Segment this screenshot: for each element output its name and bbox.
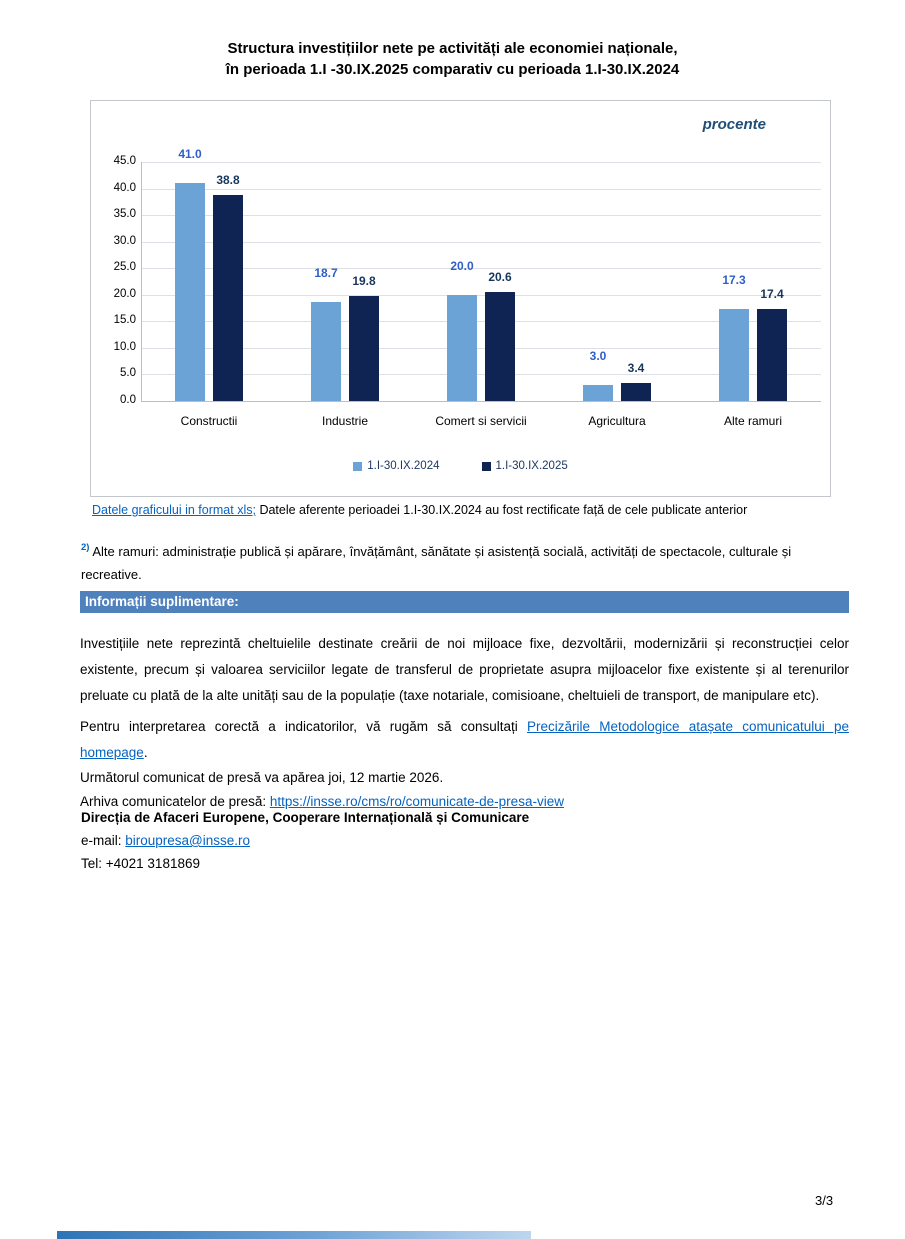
chart: procente 0.0 5.0 10.0 15.0 20.0 25.0 30.0 35.0 4… xyxy=(90,100,831,497)
y-tick-label: 20.0 xyxy=(113,287,136,300)
gridline xyxy=(141,321,821,323)
y-tick-label: 45.0 xyxy=(113,155,136,167)
category-label: Agricultura xyxy=(588,414,646,428)
rectification-note: Datele aferente perioadei 1.I-30.IX.2024… xyxy=(259,503,748,517)
footer-accent-bar xyxy=(57,1231,531,1239)
email-label: e-mail: xyxy=(81,833,126,848)
bar-2025 xyxy=(757,308,787,401)
definition-paragraph: Investițiile nete reprezintă cheltuielil… xyxy=(80,635,849,703)
y-axis-line xyxy=(141,162,142,401)
y-tick-label: 10.0 xyxy=(113,340,136,353)
methodology-text: Pentru interpretarea corectă a indicator… xyxy=(80,719,527,734)
bar-value-label: 17.3 xyxy=(722,273,746,288)
bar-2025 xyxy=(213,194,243,401)
bar-value-label: 19.8 xyxy=(352,273,376,288)
bar-value-label: 38.8 xyxy=(216,172,240,187)
bar-2025 xyxy=(485,291,515,401)
chart-legend: 1.I-30.IX.2024 1.I-30.IX.2025 xyxy=(91,460,830,472)
bar-value-label: 17.4 xyxy=(760,286,784,301)
additional-info-block: Pentru interpretarea corectă a indicator… xyxy=(80,714,849,814)
bar-value-label: 41.0 xyxy=(178,147,202,162)
y-tick-label: 0.0 xyxy=(120,394,136,406)
phone-line: Tel: +4021 3181869 xyxy=(81,856,200,871)
archive-line: Arhiva comunicatelor de presă: https://i… xyxy=(80,790,849,814)
bar-value-label: 20.0 xyxy=(450,258,474,273)
gridline xyxy=(141,268,821,270)
bar-2024 xyxy=(447,294,477,401)
gridline xyxy=(141,374,821,376)
archive-link[interactable]: https://insse.ro/cms/ro/comunicate-de-pr… xyxy=(269,794,564,809)
category-label: Industrie xyxy=(321,414,369,428)
y-tick-label: 40.0 xyxy=(113,181,136,194)
y-tick-label: 5.0 xyxy=(120,367,136,380)
gridline xyxy=(141,294,821,296)
email-link[interactable]: biroupresa@insse.ro xyxy=(125,833,251,848)
category-label: Constructii xyxy=(180,414,238,428)
page-title: Structura investițiilor nete pe activită… xyxy=(0,38,905,80)
gridline xyxy=(141,347,821,349)
page-number: 3/3 xyxy=(815,1193,834,1208)
bar-2024 xyxy=(583,385,613,401)
methodology-paragraph: Pentru interpretarea corectă a indicator… xyxy=(80,714,849,766)
bar-2024 xyxy=(719,309,749,401)
legend-label: 1.I-30.IX.2025 xyxy=(495,460,568,472)
x-axis-line xyxy=(141,401,821,402)
bar-2024 xyxy=(175,183,205,401)
y-tick-label: 15.0 xyxy=(113,314,136,327)
methodology-period: . xyxy=(143,745,148,760)
archive-label: Arhiva comunicatelor de presă: xyxy=(80,794,270,809)
department-name: Direcția de Afaceri Europene, Cooperare … xyxy=(81,810,530,825)
next-release-line: Următorul comunicat de presă va apărea j… xyxy=(80,770,444,785)
bar-value-label: 20.6 xyxy=(488,269,512,284)
title-line-1: Structura investițiilor nete pe activită… xyxy=(227,40,678,57)
chart-canvas: 0.0 5.0 10.0 15.0 20.0 25.0 30.0 35.0 40.0 45.0 Co… xyxy=(91,101,830,496)
gridline xyxy=(141,215,821,217)
legend-swatch xyxy=(353,461,363,471)
footnote-text: Alte ramuri: administrație publică și ap… xyxy=(81,544,792,582)
footnote: 2) Alte ramuri: administrație publică și… xyxy=(81,536,851,586)
category-label: Alte ramuri xyxy=(723,414,782,428)
bar-2024 xyxy=(311,301,341,401)
chart-caption: Datele graficului in format xls; Datele … xyxy=(92,502,854,519)
bar-value-label: 3.4 xyxy=(627,360,645,375)
y-tick-label: 25.0 xyxy=(113,261,136,274)
bar-value-label: 18.7 xyxy=(314,265,338,280)
legend-item: 1.I-30.IX.2024 xyxy=(353,460,440,472)
methodology-link[interactable]: Precizările Metodologice atașate comunic… xyxy=(80,719,850,760)
bar-2025 xyxy=(349,295,379,401)
legend-item: 1.I-30.IX.2025 xyxy=(481,460,568,472)
xls-download-link[interactable]: Datele graficului in format xls; xyxy=(92,503,256,517)
y-tick-label: 30.0 xyxy=(113,234,136,247)
bar-value-label: 3.0 xyxy=(589,349,607,364)
chart-unit-label: procente xyxy=(702,116,766,133)
contact-block: Direcția de Afaceri Europene, Cooperare … xyxy=(81,806,850,875)
bar-2025 xyxy=(621,382,651,401)
gridline xyxy=(141,188,821,190)
gridline xyxy=(141,241,821,243)
legend-swatch xyxy=(481,461,491,471)
email-line: e-mail: biroupresa@insse.ro xyxy=(81,829,850,852)
category-label: Comert si servicii xyxy=(435,414,527,428)
title-line-2: în perioada 1.I -30.IX.2025 comparativ c… xyxy=(225,61,680,78)
info-banner: Informații suplimentare: xyxy=(80,591,849,613)
footnote-marker: 2) xyxy=(81,542,90,553)
gridline xyxy=(141,162,821,163)
legend-label: 1.I-30.IX.2024 xyxy=(367,460,440,472)
y-tick-label: 35.0 xyxy=(113,208,136,221)
